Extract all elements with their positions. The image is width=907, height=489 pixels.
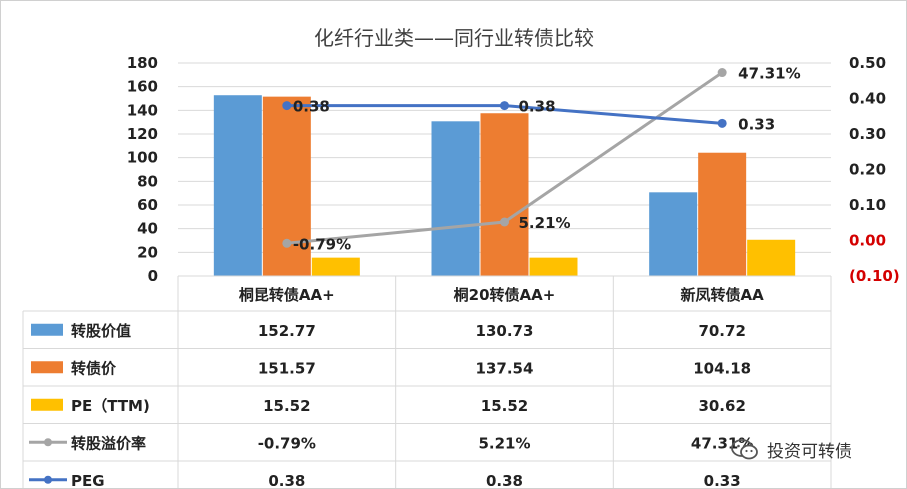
series-name: PE（TTM) — [71, 397, 150, 415]
y-left-tick-label: 160 — [127, 78, 158, 96]
table-cell: 15.52 — [263, 397, 310, 415]
series-point — [500, 217, 509, 227]
series-point — [282, 101, 292, 111]
data-label: 0.38 — [519, 98, 556, 116]
series-name: PEG — [71, 472, 105, 488]
table-cell: -0.79% — [258, 434, 316, 452]
y-right-tick-label: 0.00 — [849, 232, 886, 250]
legend-swatch — [31, 323, 63, 336]
legend-swatch — [31, 398, 63, 411]
bar — [747, 239, 796, 276]
bar — [698, 152, 747, 276]
table-cell: 70.72 — [698, 322, 745, 340]
y-left-tick-label: 100 — [127, 149, 158, 167]
series-point — [717, 118, 727, 128]
table-cell: 0.38 — [486, 472, 523, 488]
table-cell: 104.18 — [693, 359, 751, 377]
y-left-tick-label: 140 — [127, 101, 158, 119]
data-label: 0.38 — [293, 98, 330, 116]
y-left-tick-label: 180 — [127, 54, 158, 72]
y-right-tick-label: 0.10 — [849, 196, 886, 214]
table-cell: 137.54 — [476, 359, 534, 377]
y-right-tick-label: 0.20 — [849, 161, 886, 179]
data-label: -0.79% — [293, 235, 351, 253]
y-right-tick-label: (0.10) — [849, 267, 900, 285]
table-cell: 15.52 — [481, 397, 528, 415]
table-cell: 152.77 — [258, 322, 316, 340]
series-name: 转债价 — [71, 359, 117, 377]
bar — [311, 257, 360, 276]
y-left-tick-label: 120 — [127, 125, 158, 143]
series-point — [500, 101, 509, 111]
wechat-icon — [731, 438, 758, 459]
series-name: 转股价值 — [71, 322, 131, 340]
table-cell: 47.31% — [691, 434, 753, 452]
table-cell: 0.38 — [268, 472, 305, 488]
y-right-tick-label: 0.50 — [849, 54, 886, 72]
table-cell: 0.33 — [704, 472, 741, 488]
bar — [431, 121, 480, 277]
series-point — [717, 68, 727, 78]
y-right-tick-label: 0.30 — [849, 125, 886, 143]
y-left-tick-label: 40 — [137, 220, 158, 238]
y-left-tick-label: 0 — [148, 267, 158, 285]
table-cell: 30.62 — [698, 397, 745, 415]
data-label: 0.33 — [738, 115, 775, 133]
y-left-tick-label: 60 — [137, 196, 158, 214]
bar — [213, 95, 262, 276]
series-point — [282, 238, 292, 248]
y-right-tick-label: 0.40 — [849, 90, 886, 108]
bar — [480, 113, 529, 277]
watermark: 投资可转债 — [731, 437, 852, 462]
series-name: 转股溢价率 — [71, 434, 146, 452]
bar — [649, 192, 698, 276]
category-label: 新凤转债AA — [681, 286, 765, 304]
legend-swatch — [44, 475, 52, 484]
table-cell: 130.73 — [476, 322, 534, 340]
legend-swatch — [44, 438, 52, 447]
data-label: 47.31% — [738, 65, 800, 83]
y-left-tick-label: 80 — [137, 172, 158, 190]
category-label: 桐昆转债AA+ — [239, 286, 335, 304]
table-cell: 151.57 — [258, 359, 316, 377]
data-label: 5.21% — [519, 214, 571, 232]
y-left-tick-label: 20 — [137, 243, 158, 261]
legend-swatch — [31, 361, 63, 374]
category-label: 桐20转债AA+ — [454, 286, 556, 304]
table-cell: 5.21% — [478, 434, 530, 452]
watermark-text: 投资可转债 — [767, 442, 852, 462]
bar — [529, 257, 578, 276]
chart-title: 化纤行业类——同行业转债比较 — [314, 26, 594, 50]
